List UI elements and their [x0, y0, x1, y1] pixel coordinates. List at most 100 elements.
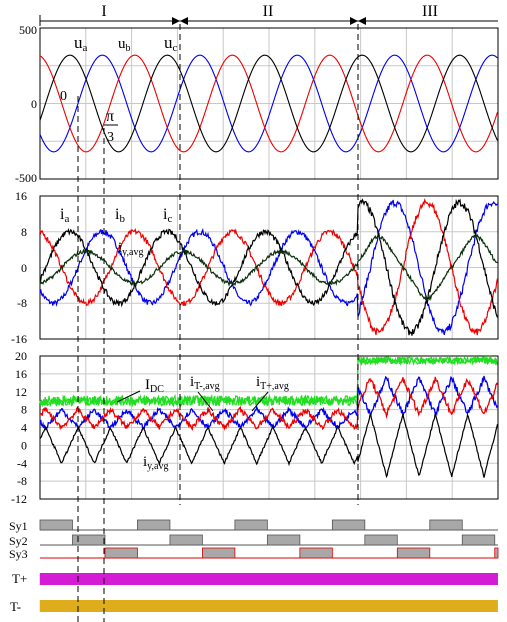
annotation-iyavg-current-main: i — [118, 240, 122, 256]
region-arrow-1 — [172, 17, 188, 25]
annotation-ic-main: i — [163, 206, 168, 223]
annotation-itm-main: i — [190, 374, 194, 390]
annotation-idc-sub: DC — [150, 384, 164, 395]
switch-pulse — [104, 547, 138, 559]
annotation-ib-main: i — [115, 206, 120, 223]
annotation-itp-main: i — [256, 374, 260, 390]
switch-pulse — [461, 534, 496, 546]
voltage-series — [39, 54, 499, 153]
thyristor-label-tplus: T+ — [12, 571, 27, 586]
link-ytick-label: -4 — [17, 456, 27, 470]
annotation-itp-leader — [251, 391, 269, 412]
switch-pulse — [396, 547, 431, 559]
link-ytick-label: 12 — [15, 385, 27, 399]
annotation-ua: ua — [74, 33, 88, 54]
annotation-ia: ia — [60, 206, 69, 225]
switch-pulse — [299, 547, 333, 559]
voltage-ytick-500: 500 — [19, 23, 37, 37]
voltage-ytick-minus-500: -500 — [15, 171, 37, 185]
annotation-ua-main: u — [74, 33, 83, 52]
link-line-it-1 — [39, 376, 499, 432]
link-ytick-label: 8 — [21, 403, 27, 417]
link-frame — [39, 355, 499, 500]
annotation-idc: IDC — [145, 377, 164, 395]
current-line-ia — [39, 199, 498, 336]
annotation-ic-sub: c — [167, 213, 172, 225]
marker-lines — [77, 24, 359, 622]
annotation-ic: ic — [163, 206, 172, 225]
link-line-idc-2 — [39, 354, 499, 408]
switch-pulse — [137, 519, 171, 531]
voltage-panel: 500 0 -500 ua ub uc 0 π 3 — [15, 23, 499, 185]
switch-pulse — [39, 519, 73, 531]
switch-panel: Sy1 Sy2 Sy3 — [9, 519, 499, 561]
annotation-itp-sub: T+,avg — [260, 381, 289, 392]
switch-pulse — [331, 519, 366, 531]
current-line-ic — [39, 198, 499, 336]
switch-pulse — [266, 534, 301, 546]
link-series — [39, 354, 499, 479]
link-ytick-label: -12 — [11, 492, 27, 506]
thyristor-hatching — [39, 573, 497, 612]
voltage-grid — [40, 28, 498, 179]
annotation-itm-sub: T-,avg — [194, 381, 219, 392]
annotation-itm-leader — [197, 391, 214, 412]
region-label-1: I — [101, 3, 106, 20]
switch-pulse — [494, 547, 499, 559]
annotation-pi: π — [106, 108, 114, 125]
region-label-3: III — [422, 3, 438, 20]
link-ytick-label: 0 — [21, 438, 27, 452]
switch-pulse — [202, 547, 236, 559]
current-ytick-16: 16 — [15, 189, 27, 203]
annotation-ia-sub: a — [64, 213, 69, 225]
annotation-idc-leader — [116, 390, 141, 403]
annotation-iy-link-main: i — [143, 454, 147, 470]
thyristor-label-tminus: T- — [10, 599, 21, 614]
annotation-ia-main: i — [60, 206, 65, 223]
thyristor-panel: T+ T- — [10, 571, 498, 614]
annotation-iyavg-current: iy,avg — [118, 240, 143, 258]
current-line-ib — [39, 197, 499, 336]
switch-label-sy3: Sy3 — [9, 547, 28, 561]
switch-pulse — [429, 519, 463, 531]
annotation-zero: 0 — [60, 89, 67, 104]
tminus-signal-bar — [40, 600, 498, 612]
switch-pulse — [72, 534, 106, 546]
switch-pulse — [364, 534, 398, 546]
annotation-ua-sub: a — [83, 42, 88, 54]
voltage-line-ub — [39, 54, 499, 153]
current-ytick-minus-8: -8 — [17, 296, 27, 310]
voltage-line-ua — [39, 54, 498, 153]
switch-pulse — [169, 534, 203, 546]
region-header: I II III — [39, 3, 498, 26]
tplus-signal-bar — [40, 573, 498, 585]
current-ytick-8: 8 — [21, 225, 27, 239]
switch-label-sy2: Sy2 — [9, 534, 28, 548]
link-ytick-label: 16 — [15, 367, 27, 381]
current-series — [39, 197, 499, 336]
annotation-ub: ub — [118, 36, 131, 54]
annotation-itm: iT-,avg — [190, 374, 220, 392]
annotation-uc-sub: c — [173, 42, 178, 54]
annotation-iy-link: iy,avg — [143, 454, 168, 472]
voltage-ytick-0: 0 — [31, 97, 37, 111]
switch-label-sy1: Sy1 — [9, 519, 28, 533]
annotation-uc-main: u — [164, 33, 173, 52]
annotation-three: 3 — [107, 130, 114, 145]
annotation-uc: uc — [164, 33, 178, 54]
current-frame — [39, 195, 499, 340]
annotation-ub-sub: b — [126, 43, 131, 54]
current-panel: 16 8 0 -8 -16 ia ib ic iy,avg — [11, 189, 499, 346]
voltage-frame — [39, 27, 499, 180]
voltage-line-uc — [39, 54, 498, 153]
annotation-ub-main: u — [118, 36, 126, 52]
annotation-itp: iT+,avg — [256, 374, 289, 392]
annotation-iyavg-current-sub: y,avg — [122, 247, 143, 258]
annotation-idc-main: I — [145, 377, 150, 393]
annotation-ib-sub: b — [119, 213, 125, 225]
annotation-ib: ib — [115, 206, 125, 225]
current-ytick-0: 0 — [21, 261, 27, 275]
link-line-iyavg — [39, 413, 499, 479]
